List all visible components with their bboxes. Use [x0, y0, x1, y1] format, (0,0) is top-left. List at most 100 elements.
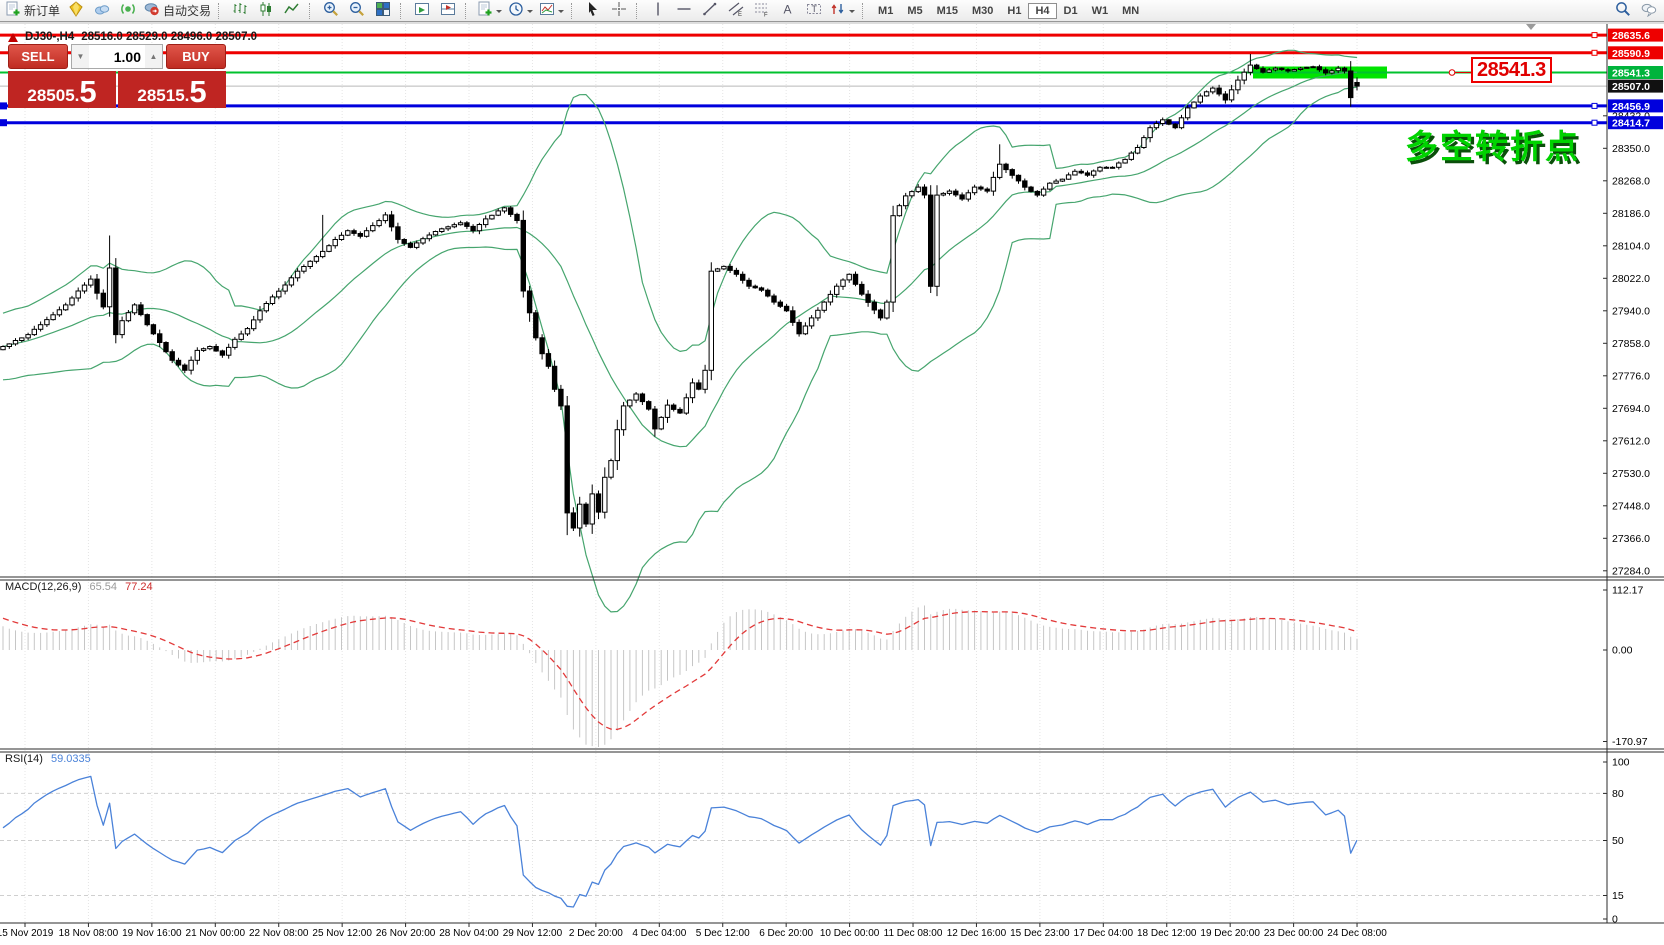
vertical-line-icon — [650, 1, 666, 20]
arrange-charts-alt-button[interactable] — [435, 1, 461, 21]
timeframe-h4[interactable]: H4 — [1028, 2, 1057, 19]
rsi-value: 59.0335 — [50, 753, 91, 765]
crosshair-button[interactable] — [606, 1, 632, 21]
svg-text:22 Nov 08:00: 22 Nov 08:00 — [249, 928, 309, 939]
symbol-arrow-icon — [8, 32, 18, 42]
chevron-down-icon — [849, 9, 856, 16]
chat-icon — [1641, 1, 1657, 20]
horizontal-line-button[interactable] — [671, 1, 697, 21]
timeframe-m1[interactable]: M1 — [878, 4, 894, 17]
timeframe-m30[interactable]: M30 — [972, 4, 994, 17]
chart-ohlc-quote: 28516.0 28529.0 28496.0 28507.0 — [81, 31, 258, 43]
zoom-in-icon — [323, 1, 339, 20]
buy-button[interactable]: BUY — [166, 44, 226, 69]
fibonacci-button[interactable] — [749, 1, 775, 21]
rsi-name: RSI(14) — [5, 753, 43, 765]
search-icon — [1615, 1, 1631, 20]
candlestick-button[interactable] — [253, 1, 279, 21]
volume-down-button[interactable]: ▼ — [72, 45, 89, 68]
channel-icon — [728, 1, 744, 20]
channel-button[interactable] — [723, 1, 749, 21]
autotrading-button[interactable]: 自动交易 — [141, 1, 214, 21]
svg-text:28350.0: 28350.0 — [1612, 143, 1650, 155]
svg-text:28635.6: 28635.6 — [1612, 30, 1650, 42]
arrows-button[interactable] — [827, 1, 858, 21]
buy-price-display[interactable]: 28515. 5 — [118, 71, 226, 108]
profile-button[interactable] — [89, 1, 115, 21]
zoom-in-button[interactable] — [318, 1, 344, 21]
svg-text:4 Dec 04:00: 4 Dec 04:00 — [632, 928, 686, 939]
gem-icon — [68, 1, 84, 20]
svg-text:27858.0: 27858.0 — [1612, 338, 1650, 350]
text-icon — [780, 1, 796, 20]
tile-windows-button[interactable] — [370, 1, 396, 21]
toolbar-grip — [862, 2, 867, 19]
periods-button[interactable] — [505, 1, 536, 21]
cursor-button[interactable] — [580, 1, 606, 21]
timeframe-w1[interactable]: W1 — [1091, 4, 1109, 17]
svg-text:28104.0: 28104.0 — [1612, 240, 1650, 252]
svg-text:80: 80 — [1612, 788, 1624, 800]
chevron-down-icon — [558, 9, 565, 16]
timeframe-mn[interactable]: MN — [1122, 4, 1140, 17]
chart-shift-marker[interactable] — [1526, 24, 1536, 30]
signals-button[interactable] — [115, 1, 141, 21]
bollinger-middle — [2, 71, 1358, 448]
sell-price-display[interactable]: 28505. 5 — [8, 71, 116, 108]
svg-text:-170.97: -170.97 — [1612, 736, 1648, 748]
trendline-icon — [702, 1, 718, 20]
turning-point-annotation[interactable]: 多空转折点 — [1405, 128, 1580, 165]
sell-price-base: 28505. — [27, 86, 80, 105]
svg-text:10 Dec 00:00: 10 Dec 00:00 — [820, 928, 880, 939]
volume-input[interactable] — [89, 45, 145, 68]
text-label-button[interactable] — [801, 1, 827, 21]
zoom-out-icon — [349, 1, 365, 20]
svg-text:0: 0 — [1612, 914, 1618, 926]
svg-text:12 Dec 16:00: 12 Dec 16:00 — [947, 928, 1007, 939]
signal-icon — [120, 1, 136, 20]
svg-text:18 Dec 12:00: 18 Dec 12:00 — [1137, 928, 1197, 939]
chart-title: DJ30-,H4 28516.0 28529.0 28496.0 28507.0 — [8, 31, 257, 43]
arrange-charts-button[interactable] — [409, 1, 435, 21]
cloud-icon — [94, 1, 110, 20]
new-chart-button[interactable] — [474, 1, 505, 21]
zoom-out-button[interactable] — [344, 1, 370, 21]
svg-text:15: 15 — [1612, 890, 1624, 902]
tile-windows-icon — [375, 1, 391, 20]
timeframe-m5[interactable]: M5 — [907, 4, 923, 17]
trendline-button[interactable] — [697, 1, 723, 21]
chat-button[interactable] — [1636, 1, 1662, 21]
arrows-icon — [830, 1, 846, 20]
templates-button[interactable] — [536, 1, 567, 21]
price-callout-label[interactable]: 28541.3 — [1471, 57, 1552, 83]
fibonacci-icon — [754, 1, 770, 20]
search-button[interactable] — [1610, 1, 1636, 21]
line-chart-button[interactable] — [279, 1, 305, 21]
toolbar-grip — [465, 2, 470, 19]
autotrading-icon — [144, 1, 160, 20]
arrange-horizontal-icon — [414, 1, 430, 20]
vertical-line-button[interactable] — [645, 1, 671, 21]
arrange-vertical-icon — [440, 1, 456, 20]
svg-text:28022.0: 28022.0 — [1612, 273, 1650, 285]
bar-chart-button[interactable] — [227, 1, 253, 21]
horizontal-line-icon — [676, 1, 692, 20]
cursor-icon — [585, 1, 601, 20]
timeframe-d1[interactable]: D1 — [1063, 4, 1078, 17]
text-button[interactable] — [775, 1, 801, 21]
new-order-button[interactable]: 新订单 — [2, 1, 63, 21]
volume-up-button[interactable]: ▲ — [145, 45, 162, 68]
svg-text:27448.0: 27448.0 — [1612, 500, 1650, 512]
sell-button[interactable]: SELL — [8, 44, 68, 69]
rsi-line — [2, 775, 1358, 908]
favorites-button[interactable] — [63, 1, 89, 21]
timeframe-h1[interactable]: H1 — [1007, 4, 1022, 17]
svg-text:5 Dec 12:00: 5 Dec 12:00 — [696, 928, 750, 939]
svg-text:28414.7: 28414.7 — [1612, 118, 1650, 130]
timeframe-m15[interactable]: M15 — [936, 4, 958, 17]
svg-text:28456.9: 28456.9 — [1612, 101, 1650, 113]
svg-text:100: 100 — [1612, 757, 1630, 769]
macd-main-value: 65.54 — [89, 581, 118, 593]
chart-symbol-period: DJ30-,H4 — [25, 31, 75, 43]
